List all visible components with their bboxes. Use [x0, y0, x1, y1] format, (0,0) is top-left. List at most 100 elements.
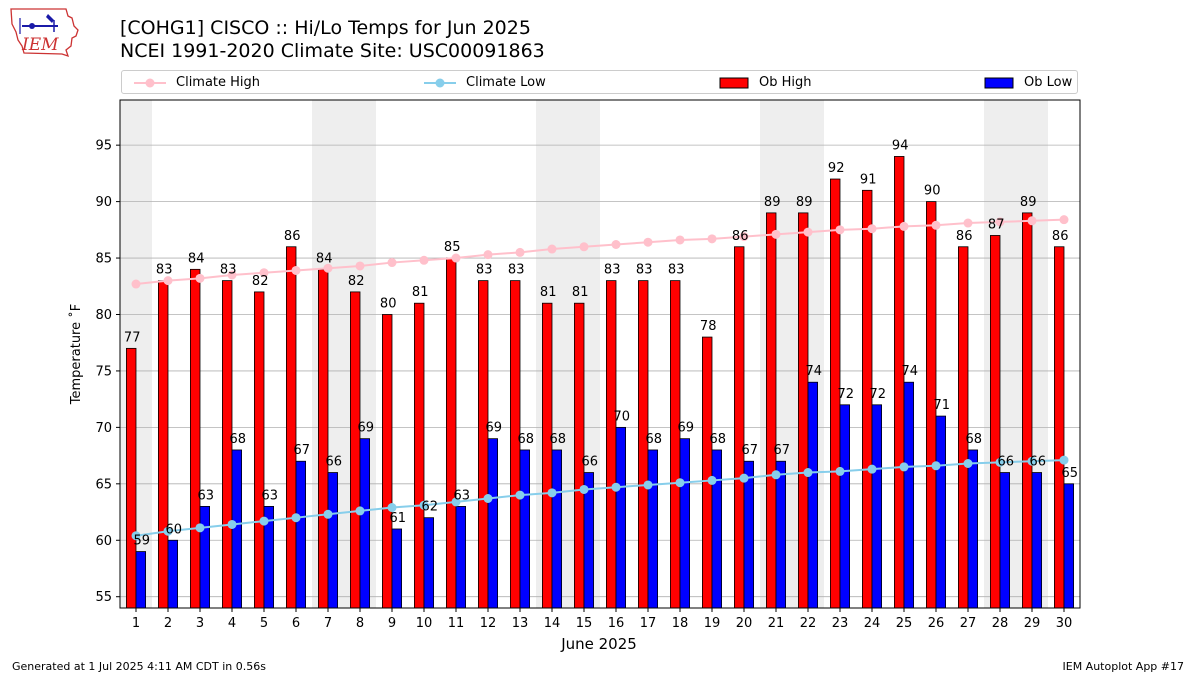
ob-high-label-30: 86 [1052, 229, 1069, 244]
climate-low-point-1 [131, 531, 141, 541]
climate-low-point-22 [803, 468, 813, 478]
ob-low-label-17: 68 [646, 432, 663, 447]
climate-high-point-6 [291, 265, 301, 275]
ob-high-label-27: 86 [956, 229, 973, 244]
ob-low-bar-14 [551, 449, 563, 609]
climate-low-point-23 [835, 466, 845, 476]
climate-low-line [135, 459, 1065, 537]
legend-climate-high-marker [134, 78, 166, 87]
x-tick-label-10: 10 [416, 616, 433, 631]
ob-low-label-24: 72 [870, 387, 887, 402]
ob-high-label-11: 85 [444, 240, 461, 255]
ob-low-label-15: 66 [582, 455, 599, 470]
climate-low-point-15 [579, 484, 589, 494]
climate-high-point-4 [227, 270, 237, 280]
ob-low-bar-9 [391, 528, 403, 609]
ob-high-label-28: 87 [988, 217, 1005, 232]
x-tick-label-8: 8 [356, 616, 364, 631]
ob-high-bar-27 [958, 246, 969, 609]
ob-low-label-9: 61 [390, 511, 407, 526]
legend-ob-high-swatch [719, 77, 749, 88]
ob-high-label-25: 94 [892, 138, 909, 153]
climate-high-point-18 [675, 235, 685, 245]
ob-high-label-2: 83 [156, 263, 173, 278]
ob-high-bar-18 [670, 280, 681, 609]
ob-high-label-7: 84 [316, 251, 333, 266]
climate-low-point-25 [899, 462, 909, 472]
ob-low-label-21: 67 [774, 443, 791, 458]
ob-low-bar-7 [327, 472, 339, 609]
x-tick-label-30: 30 [1056, 616, 1073, 631]
ob-low-label-5: 63 [262, 488, 279, 503]
ob-high-label-12: 83 [476, 263, 493, 278]
ob-low-label-26: 71 [934, 398, 951, 413]
climate-high-point-20 [739, 232, 749, 242]
x-tick-label-24: 24 [864, 616, 881, 631]
ob-low-bar-8 [359, 438, 371, 609]
x-tick-label-6: 6 [292, 616, 300, 631]
ob-high-label-10: 81 [412, 285, 429, 300]
climate-low-point-8 [355, 506, 365, 516]
climate-low-point-20 [739, 473, 749, 483]
ob-low-bar-6 [295, 460, 307, 609]
ob-low-bar-3 [199, 505, 211, 609]
legend: Climate High Climate Low Ob High Ob Low [121, 70, 1078, 94]
ob-low-bar-23 [839, 404, 851, 609]
climate-high-point-5 [259, 268, 269, 278]
ob-high-bar-8 [349, 291, 361, 609]
ob-low-bar-28 [999, 472, 1011, 609]
ob-low-bar-16 [615, 426, 627, 609]
y-tick-label-95: 95 [95, 139, 112, 154]
legend-entry-ob-low: Ob Low [984, 75, 1072, 90]
x-tick-label-29: 29 [1024, 616, 1041, 631]
legend-entry-climate-high: Climate High [134, 75, 260, 90]
ob-high-bar-22 [798, 212, 809, 609]
x-tick-label-26: 26 [928, 616, 945, 631]
legend-climate-low-marker [424, 78, 456, 87]
ob-low-label-7: 66 [326, 455, 343, 470]
ob-low-bar-24 [871, 404, 883, 609]
ob-high-label-4: 83 [220, 263, 237, 278]
climate-high-point-14 [547, 244, 557, 254]
climate-low-point-10 [419, 500, 429, 510]
ob-low-label-30: 65 [1062, 466, 1079, 481]
plot-frame [119, 99, 1081, 609]
ob-low-bar-21 [775, 460, 787, 609]
ob-high-bar-1 [126, 347, 137, 609]
ob-low-label-1: 59 [134, 534, 151, 549]
climate-low-point-28 [995, 457, 1005, 467]
ob-high-label-3: 84 [188, 251, 205, 266]
ob-high-bar-6 [285, 246, 297, 609]
climate-high-point-13 [515, 247, 525, 257]
ob-low-label-25: 74 [902, 364, 919, 379]
ob-high-label-8: 82 [348, 274, 365, 289]
ob-low-label-19: 68 [710, 432, 727, 447]
climate-high-point-30 [1059, 215, 1069, 225]
y-tick-label-65: 65 [95, 477, 112, 492]
x-tick-label-21: 21 [768, 616, 785, 631]
x-tick-label-28: 28 [992, 616, 1009, 631]
ob-high-label-21: 89 [764, 195, 781, 210]
climate-high-point-17 [643, 237, 653, 247]
climate-high-point-28 [995, 217, 1005, 227]
ob-high-bar-29 [1022, 212, 1033, 609]
x-tick-label-15: 15 [576, 616, 593, 631]
climate-low-point-13 [515, 490, 525, 500]
climate-high-point-25 [899, 221, 909, 231]
climate-high-point-3 [195, 273, 205, 283]
climate-high-point-11 [451, 253, 461, 263]
ob-high-bar-21 [766, 212, 777, 609]
x-axis-label: June 2025 [560, 635, 637, 653]
climate-low-point-30 [1059, 455, 1069, 465]
footer-generated: Generated at 1 Jul 2025 4:11 AM CDT in 0… [12, 660, 266, 673]
climate-low-point-12 [483, 493, 493, 503]
legend-climate-high-label: Climate High [176, 75, 261, 90]
legend-ob-low-label: Ob Low [1024, 75, 1073, 90]
ob-high-bar-11 [445, 257, 457, 609]
logo-text: IEM [21, 35, 59, 55]
climate-low-point-19 [707, 475, 717, 485]
ob-high-label-15: 81 [572, 285, 589, 300]
ob-high-label-22: 89 [796, 195, 813, 210]
ob-high-bar-9 [381, 314, 393, 609]
climate-high-point-1 [131, 279, 141, 289]
